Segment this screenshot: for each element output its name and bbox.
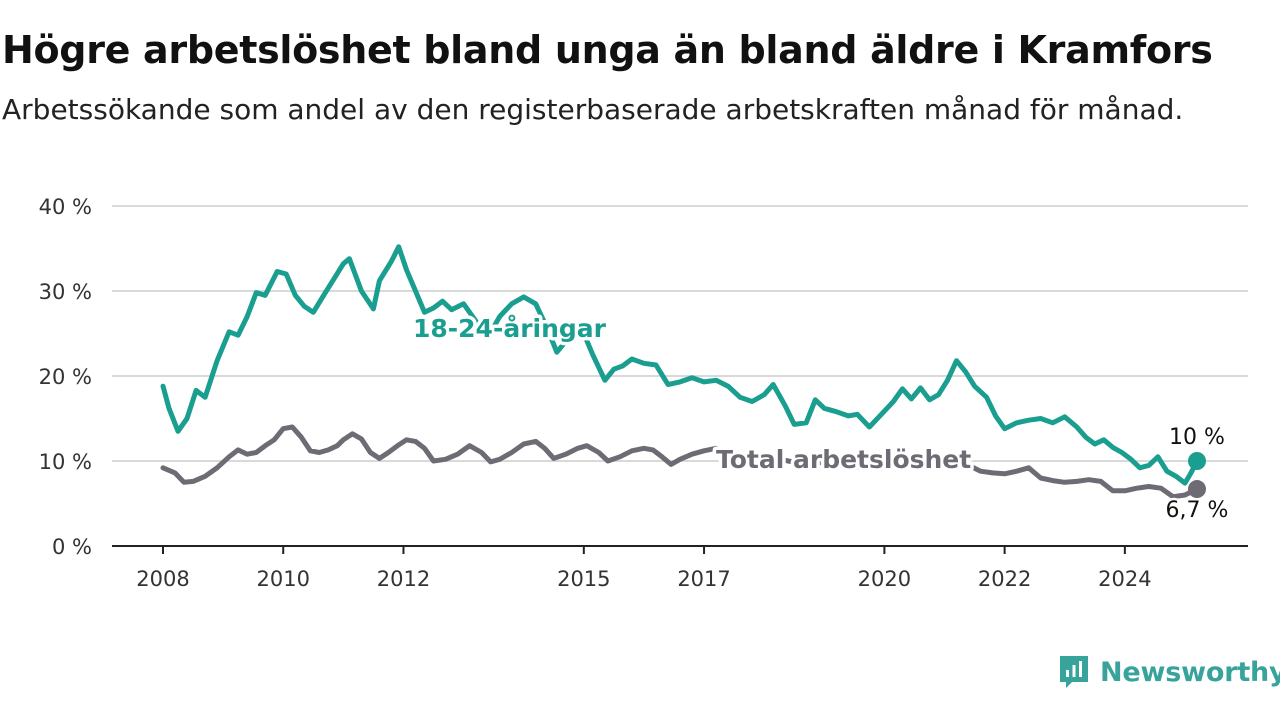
youth-unemployment-line (160, 244, 1200, 486)
newsworthy-logo: Newsworthy (1058, 652, 1280, 692)
youth-series-label: 18-24-åringar (413, 314, 607, 343)
chart-subtitle: Arbetssökande som andel av den registerb… (2, 93, 1184, 126)
logo-text: Newsworthy (1100, 656, 1280, 688)
y-tick-label: 30 % (39, 280, 92, 304)
x-axis: 2008 2010 2012 2015 2017 2020 2022 2024 (112, 545, 1248, 591)
total-end-value: 6,7 % (1166, 498, 1229, 523)
y-tick-label: 10 % (39, 450, 92, 474)
x-tick-label: 2020 (858, 567, 911, 591)
x-tick-label: 2010 (257, 567, 310, 591)
x-tick-label: 2024 (1098, 567, 1151, 591)
total-end-point (1188, 480, 1206, 499)
y-tick-label: 0 % (52, 535, 92, 559)
x-tick-label: 2017 (677, 567, 730, 591)
total-series-label: Total arbetslöshet (716, 445, 971, 474)
x-tick-label: 2015 (557, 567, 610, 591)
x-tick-label: 2008 (136, 567, 189, 591)
youth-end-value: 10 % (1169, 425, 1225, 450)
y-tick-label: 40 % (39, 195, 92, 219)
x-tick-label: 2022 (978, 567, 1031, 591)
chart-title: Högre arbetslöshet bland unga än bland ä… (2, 28, 1213, 72)
series-labels: 18-24-åringar Total arbetslöshet 10 % 6,7 % (410, 311, 1231, 526)
y-axis-ticks: 0 % 10 % 20 % 30 % 40 % (39, 195, 92, 559)
total-unemployment-line (160, 424, 1200, 500)
x-tick-label: 2012 (377, 567, 430, 591)
gridlines (112, 205, 1248, 462)
newsworthy-logo-icon (1060, 656, 1088, 688)
youth-end-point (1188, 452, 1206, 470)
y-tick-label: 20 % (39, 365, 92, 389)
series-lines (160, 244, 1206, 500)
